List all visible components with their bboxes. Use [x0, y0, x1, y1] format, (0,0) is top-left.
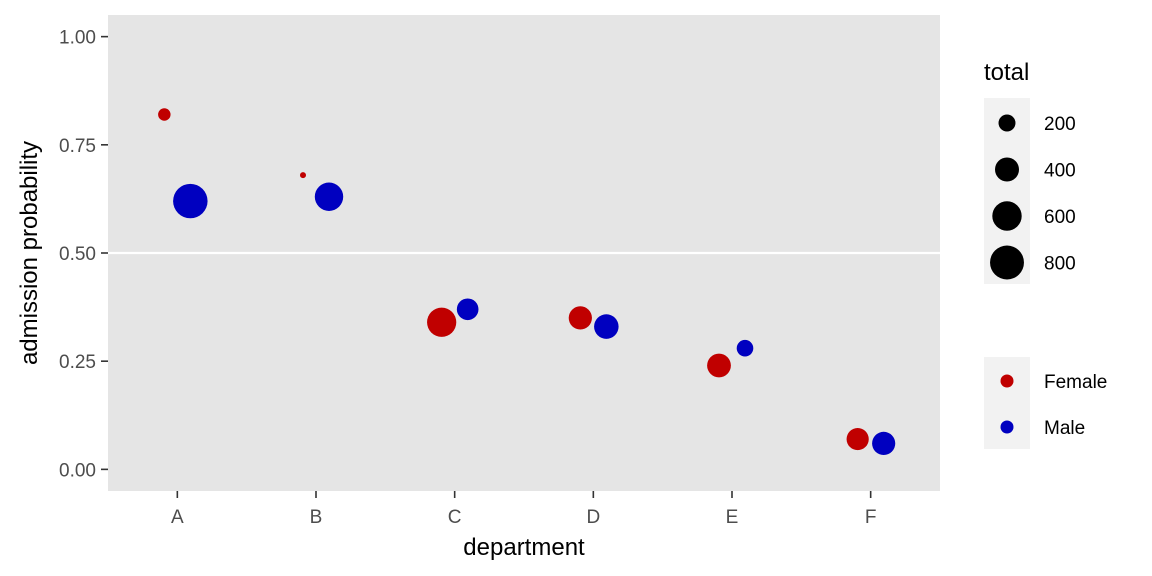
- point-female-E: [707, 353, 731, 378]
- x-tick-label: F: [865, 507, 877, 528]
- x-tick-label: E: [726, 507, 739, 528]
- point-female-D: [568, 306, 592, 330]
- point-female-A: [158, 108, 171, 121]
- axis-layer: 0.00 0.25 0.50 0.75 1.00 A B C D E F: [59, 28, 876, 528]
- color-legend-label: Male: [1044, 418, 1085, 439]
- point-female-F: [846, 427, 869, 451]
- color-legend-key-male: [1000, 420, 1014, 434]
- size-legend-label: 600: [1044, 207, 1076, 228]
- size-legend-label: 400: [1044, 161, 1076, 182]
- x-axis-title: department: [463, 534, 585, 561]
- size-legend-title: total: [984, 59, 1029, 86]
- size-legend-key-200: [998, 114, 1016, 132]
- y-tick-label: 0.75: [59, 136, 96, 157]
- point-female-B: [300, 172, 306, 179]
- size-legend-label: 800: [1044, 254, 1076, 275]
- y-tick-label: 0.25: [59, 352, 96, 373]
- x-tick-label: C: [448, 507, 462, 528]
- point-male-C: [456, 298, 479, 321]
- point-male-E: [736, 339, 754, 357]
- color-legend-key-bg: [984, 357, 1030, 449]
- x-tick-label: B: [310, 507, 323, 528]
- x-tick-label: A: [171, 507, 184, 528]
- y-axis-title: admission probability: [16, 141, 43, 365]
- point-male-F: [872, 431, 896, 455]
- point-male-D: [594, 314, 619, 339]
- color-legend-key-female: [1000, 374, 1014, 388]
- y-tick-label: 0.00: [59, 460, 96, 481]
- color-legend-label: Female: [1044, 372, 1107, 393]
- size-legend-key-600: [992, 201, 1022, 231]
- size-legend-key-400: [995, 157, 1019, 182]
- size-legend-key-800: [990, 245, 1024, 280]
- size-legend-label: 200: [1044, 114, 1076, 135]
- x-tick-label: D: [586, 507, 600, 528]
- point-male-B: [314, 182, 344, 211]
- legend: total 200 400 600 800 Female Male: [984, 59, 1107, 449]
- point-female-C: [427, 307, 457, 337]
- point-male-A: [173, 183, 208, 219]
- y-tick-label: 0.50: [59, 244, 96, 265]
- points-layer: [158, 108, 896, 455]
- y-tick-label: 1.00: [59, 28, 96, 49]
